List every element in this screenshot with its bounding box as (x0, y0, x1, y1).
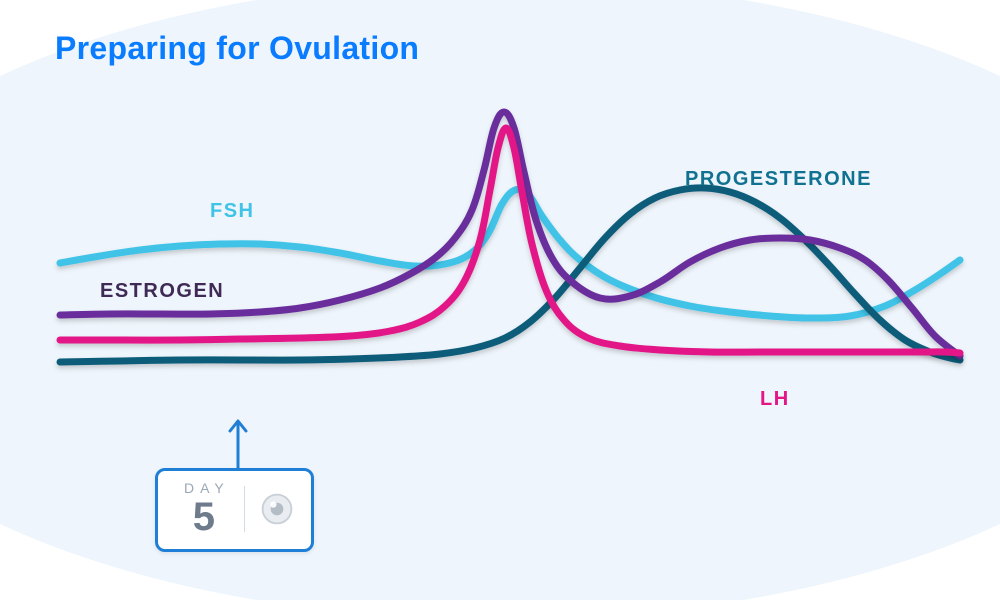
day-number: 5 (193, 497, 215, 537)
divider (244, 486, 245, 532)
lh-label: LH (760, 388, 790, 411)
day-marker: DAY 5 (155, 468, 314, 552)
progesterone-label: PROGESTERONE (685, 168, 872, 191)
chart-canvas: Preparing for Ovulation FSHESTROGENLHPRO… (0, 0, 1000, 600)
day-label: DAY (184, 481, 230, 495)
day-text: DAY 5 (178, 481, 230, 537)
progesterone-line (60, 188, 960, 362)
day-indicator-box: DAY 5 (155, 468, 314, 552)
fsh-label: FSH (210, 200, 255, 223)
arrow-up-icon (226, 413, 250, 468)
egg-icon (259, 491, 295, 527)
estrogen-label: ESTROGEN (100, 280, 224, 303)
